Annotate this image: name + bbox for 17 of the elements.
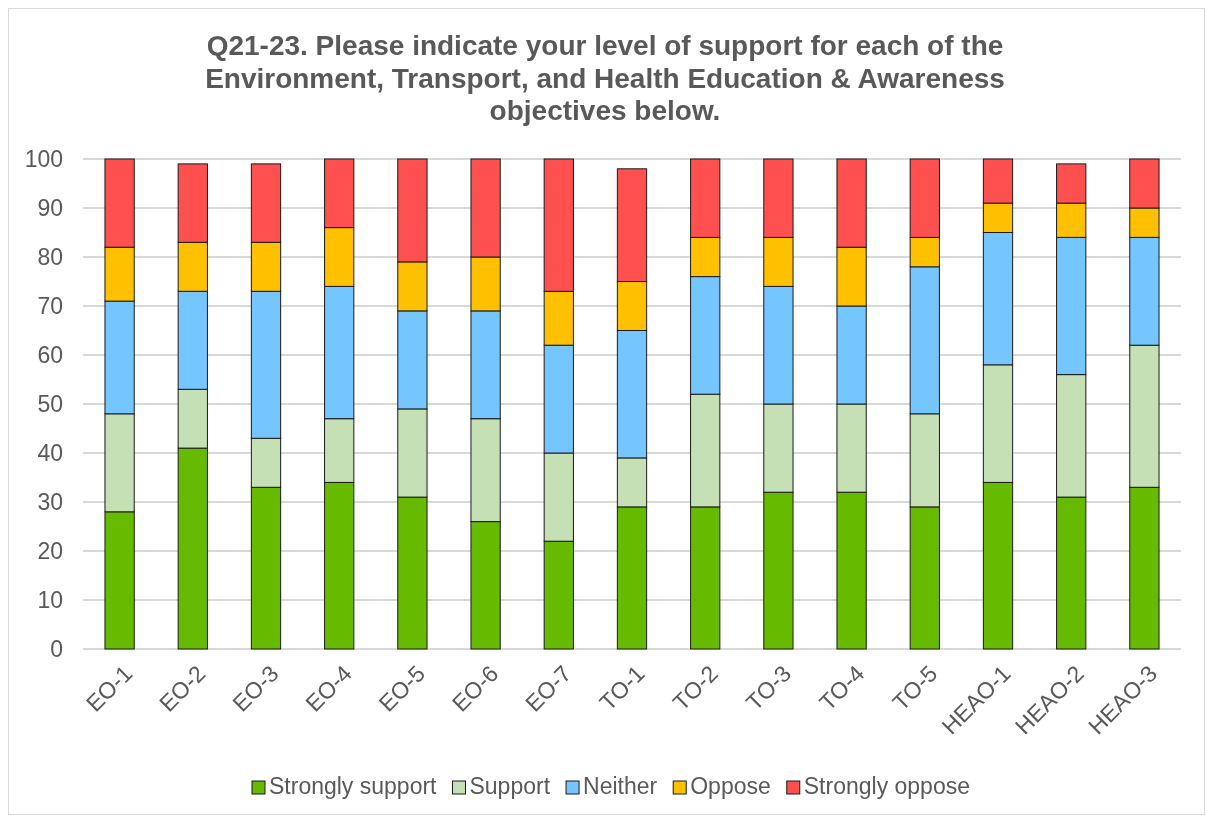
chart-title: Q21-23. Please indicate your level of support for each of the Environment, Transport, and Health Education & Awareness objectives below. xyxy=(205,30,1005,126)
y-tick-label: 80 xyxy=(37,243,63,270)
legend-label: Support xyxy=(469,773,551,800)
legend-label: Strongly oppose xyxy=(803,773,970,800)
y-tick-label: 20 xyxy=(37,537,63,564)
y-tick-label: 100 xyxy=(24,145,63,172)
legend-label: Oppose xyxy=(690,773,771,800)
y-tick-label: 90 xyxy=(37,194,63,221)
y-tick-label: 30 xyxy=(37,488,63,515)
y-tick-label: 70 xyxy=(37,292,63,319)
y-tick-label: 50 xyxy=(37,390,63,417)
y-tick-label: 0 xyxy=(50,635,63,662)
legend-label: Neither xyxy=(583,773,658,800)
y-tick-label: 60 xyxy=(37,341,63,368)
y-tick-label: 40 xyxy=(37,439,63,466)
y-tick-label: 10 xyxy=(37,586,63,613)
legend-label: Strongly support xyxy=(269,773,438,800)
